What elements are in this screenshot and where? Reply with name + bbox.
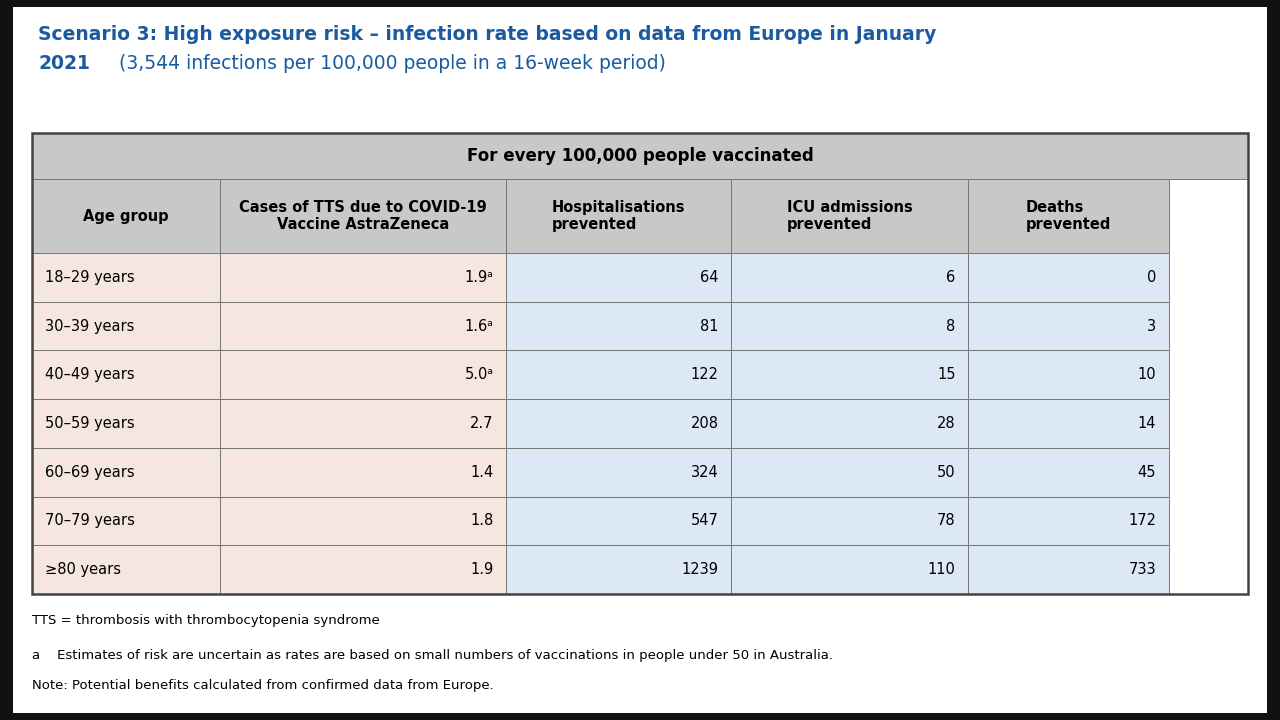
Text: 0: 0 (1147, 270, 1156, 285)
Text: 18–29 years: 18–29 years (45, 270, 134, 285)
Text: 3: 3 (1147, 318, 1156, 333)
Text: 733: 733 (1129, 562, 1156, 577)
Text: Cases of TTS due to COVID-19
Vaccine AstraZeneca: Cases of TTS due to COVID-19 Vaccine Ast… (239, 200, 488, 233)
Text: 45: 45 (1138, 464, 1156, 480)
Text: 1239: 1239 (681, 562, 718, 577)
Text: 50–59 years: 50–59 years (45, 416, 134, 431)
Text: 60–69 years: 60–69 years (45, 464, 134, 480)
Text: 1.6ᵃ: 1.6ᵃ (465, 318, 493, 333)
Text: 81: 81 (700, 318, 718, 333)
Text: 30–39 years: 30–39 years (45, 318, 134, 333)
Text: 8: 8 (946, 318, 955, 333)
Text: 70–79 years: 70–79 years (45, 513, 134, 528)
Text: 208: 208 (690, 416, 718, 431)
Text: 78: 78 (937, 513, 955, 528)
Text: 28: 28 (937, 416, 955, 431)
Text: Age group: Age group (83, 209, 169, 224)
Text: 1.8: 1.8 (470, 513, 493, 528)
Text: Scenario 3: High exposure risk – infection rate based on data from Europe in Jan: Scenario 3: High exposure risk – infecti… (38, 25, 937, 44)
Text: 15: 15 (937, 367, 955, 382)
Text: ICU admissions
prevented: ICU admissions prevented (787, 200, 913, 233)
Text: 40–49 years: 40–49 years (45, 367, 134, 382)
Text: 547: 547 (690, 513, 718, 528)
Text: 14: 14 (1138, 416, 1156, 431)
Text: 1.4: 1.4 (470, 464, 493, 480)
Text: 2021: 2021 (38, 54, 91, 73)
Text: 64: 64 (700, 270, 718, 285)
Text: Deaths
prevented: Deaths prevented (1027, 200, 1111, 233)
Text: Note: Potential benefits calculated from confirmed data from Europe.: Note: Potential benefits calculated from… (32, 679, 494, 692)
Text: 10: 10 (1138, 367, 1156, 382)
Text: 6: 6 (946, 270, 955, 285)
Text: ≥80 years: ≥80 years (45, 562, 120, 577)
Text: 110: 110 (928, 562, 955, 577)
Text: For every 100,000 people vaccinated: For every 100,000 people vaccinated (467, 148, 813, 166)
Text: Hospitalisations
prevented: Hospitalisations prevented (552, 200, 686, 233)
Text: 5.0ᵃ: 5.0ᵃ (465, 367, 493, 382)
Text: TTS = thrombosis with thrombocytopenia syndrome: TTS = thrombosis with thrombocytopenia s… (32, 614, 380, 627)
Text: 1.9: 1.9 (470, 562, 493, 577)
Text: 324: 324 (691, 464, 718, 480)
Text: a    Estimates of risk are uncertain as rates are based on small numbers of vacc: a Estimates of risk are uncertain as rat… (32, 649, 833, 662)
Text: 122: 122 (690, 367, 718, 382)
Text: 1.9ᵃ: 1.9ᵃ (465, 270, 493, 285)
Text: 50: 50 (937, 464, 955, 480)
Text: 172: 172 (1128, 513, 1156, 528)
Text: (3,544 infections per 100,000 people in a 16-week period): (3,544 infections per 100,000 people in … (113, 54, 666, 73)
Text: 2.7: 2.7 (470, 416, 493, 431)
